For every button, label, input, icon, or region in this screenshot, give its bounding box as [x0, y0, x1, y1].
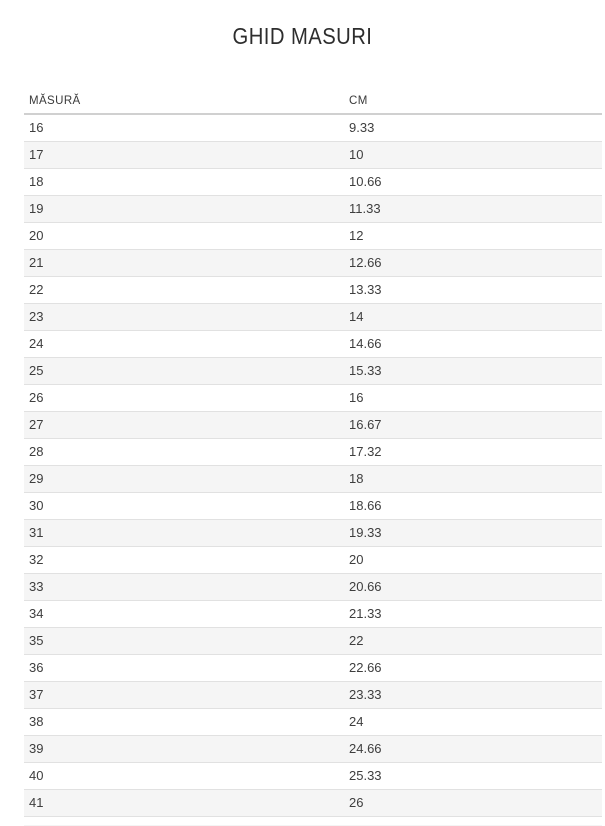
cm-cell: 10.66	[349, 174, 382, 189]
size-guide-table: MĂSURĂ CM 16 9.33 17 10 18 10.66 19 11.3…	[24, 92, 602, 817]
size-cell: 24	[29, 336, 44, 351]
cm-cell: 10	[349, 147, 364, 162]
size-cell: 34	[29, 606, 44, 621]
column-header-cm: CM	[349, 95, 368, 107]
cm-cell: 26	[349, 795, 364, 810]
table-row: 20 12	[24, 223, 602, 250]
column-header-size: MĂSURĂ	[29, 95, 81, 107]
cm-cell: 17.32	[349, 444, 382, 459]
table-row: 19 11.33	[24, 196, 602, 223]
cm-cell: 9.33	[349, 120, 375, 135]
cm-cell: 22.66	[349, 660, 382, 675]
table-row: 23 14	[24, 304, 602, 331]
size-guide-header: GHID MASURI	[0, 0, 605, 52]
size-cell: 32	[29, 552, 44, 567]
cm-cell: 22	[349, 633, 364, 648]
size-cell: 27	[29, 417, 44, 432]
table-row: 37 23.33	[24, 682, 602, 709]
cm-cell: 24	[349, 714, 364, 729]
table-row: 26 16	[24, 385, 602, 412]
cm-cell: 19.33	[349, 525, 382, 540]
size-cell: 26	[29, 390, 44, 405]
table-row: 41 26	[24, 790, 602, 817]
table-header-row: MĂSURĂ CM	[24, 92, 602, 115]
table-row: 27 16.67	[24, 412, 602, 439]
cm-cell: 16	[349, 390, 364, 405]
cm-cell: 23.33	[349, 687, 382, 702]
cm-cell: 11.33	[349, 201, 381, 216]
cm-cell: 24.66	[349, 741, 382, 756]
cm-cell: 18	[349, 471, 364, 486]
table-row: 34 21.33	[24, 601, 602, 628]
size-cell: 17	[29, 147, 44, 162]
cm-cell: 20	[349, 552, 364, 567]
cm-cell: 18.66	[349, 498, 382, 513]
cm-cell: 20.66	[349, 579, 382, 594]
cm-cell: 14.66	[349, 336, 382, 351]
table-row: 36 22.66	[24, 655, 602, 682]
size-cell: 39	[29, 741, 44, 756]
size-cell: 29	[29, 471, 44, 486]
size-cell: 33	[29, 579, 44, 594]
page-title: GHID MASURI	[232, 23, 373, 49]
size-cell: 38	[29, 714, 44, 729]
size-cell: 16	[29, 120, 44, 135]
size-cell: 30	[29, 498, 44, 513]
table-row: 32 20	[24, 547, 602, 574]
size-cell: 41	[29, 795, 44, 810]
table-row: 25 15.33	[24, 358, 602, 385]
table-row: 17 10	[24, 142, 602, 169]
cm-cell: 16.67	[349, 417, 382, 432]
table-row: 16 9.33	[24, 115, 602, 142]
size-cell: 23	[29, 309, 44, 324]
cm-cell: 12	[349, 228, 364, 243]
size-cell: 18	[29, 174, 44, 189]
size-cell: 22	[29, 282, 44, 297]
cm-cell: 12.66	[349, 255, 382, 270]
table-row: 38 24	[24, 709, 602, 736]
table-body: 16 9.33 17 10 18 10.66 19 11.33 20 12 21…	[24, 115, 602, 817]
size-cell: 19	[29, 201, 44, 216]
table-row: 24 14.66	[24, 331, 602, 358]
table-row: 21 12.66	[24, 250, 602, 277]
size-cell: 25	[29, 363, 44, 378]
size-cell: 20	[29, 228, 44, 243]
table-row: 29 18	[24, 466, 602, 493]
cm-cell: 21.33	[349, 606, 382, 621]
table-row: 28 17.32	[24, 439, 602, 466]
size-cell: 37	[29, 687, 44, 702]
size-cell: 28	[29, 444, 44, 459]
table-row: 31 19.33	[24, 520, 602, 547]
size-cell: 36	[29, 660, 44, 675]
size-cell: 35	[29, 633, 44, 648]
size-cell: 31	[29, 525, 44, 540]
table-row: 40 25.33	[24, 763, 602, 790]
table-row: 35 22	[24, 628, 602, 655]
cm-cell: 13.33	[349, 282, 382, 297]
table-row: 22 13.33	[24, 277, 602, 304]
table-row: 39 24.66	[24, 736, 602, 763]
size-cell: 21	[29, 255, 44, 270]
table-row: 30 18.66	[24, 493, 602, 520]
table-row: 18 10.66	[24, 169, 602, 196]
cm-cell: 25.33	[349, 768, 382, 783]
cm-cell: 15.33	[349, 363, 382, 378]
cm-cell: 14	[349, 309, 364, 324]
table-row: 33 20.66	[24, 574, 602, 601]
size-cell: 40	[29, 768, 44, 783]
